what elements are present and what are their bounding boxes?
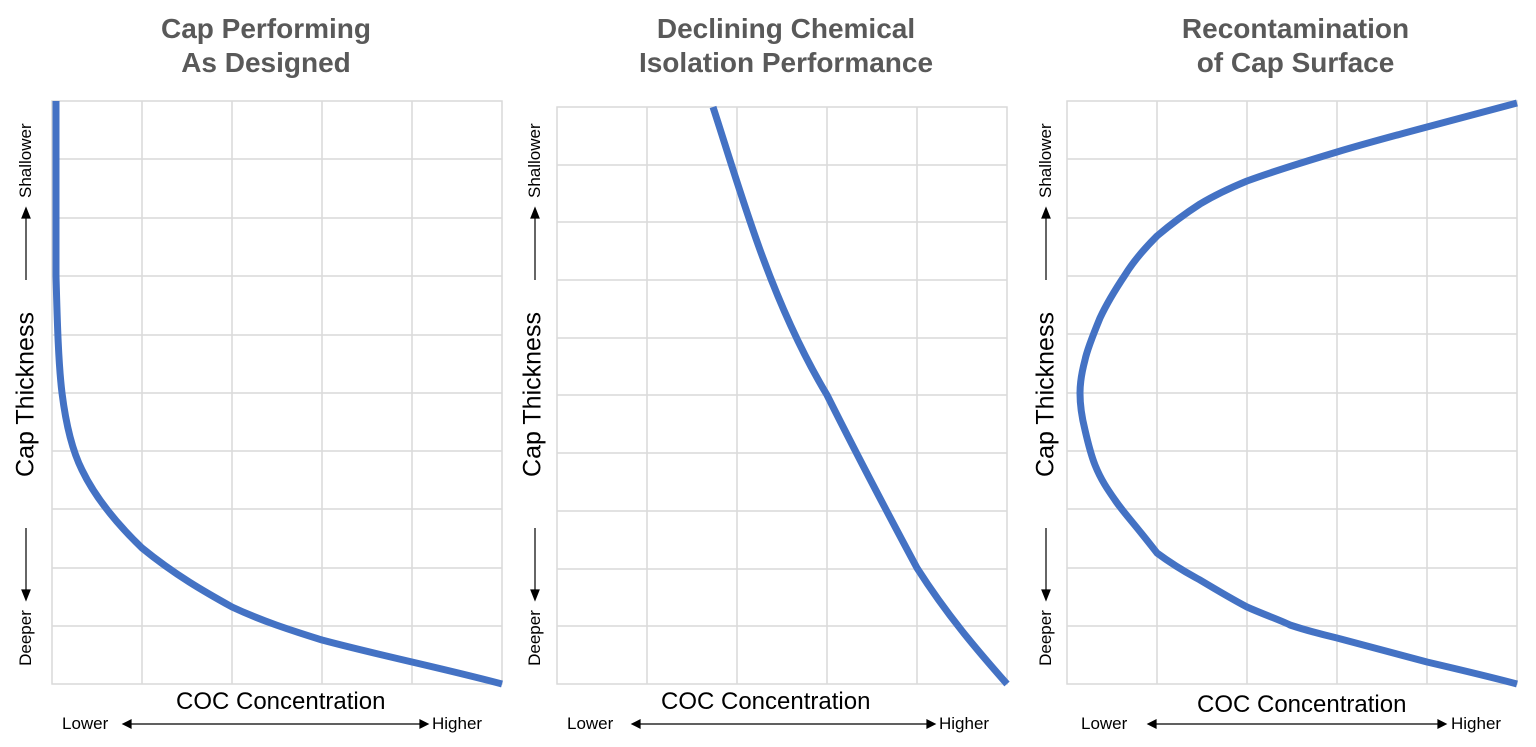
x-axis-right-label: Higher (432, 714, 483, 733)
x-axis-label: COC Concentration (661, 688, 871, 715)
plot-area (530, 105, 1010, 729)
y-axis-label: Cap Thickness (1031, 312, 1060, 477)
concentration-curve (52, 101, 503, 688)
grid (51, 100, 503, 685)
chart-title-line2: of Cap Surface (1196, 47, 1395, 78)
chart-title: Declining Chemical Isolation Performance (555, 12, 1017, 80)
chart-panel-declining-isolation: Declining Chemical Isolation Performance… (505, 0, 1017, 747)
chart-title-line2: Isolation Performance (638, 47, 934, 78)
y-axis-top-label: Shallower (1036, 123, 1055, 198)
y-axis-arrows (1041, 206, 1051, 602)
chart-panel-recontamination: Recontamination of Cap Surface Shallower… (1015, 0, 1536, 747)
x-axis-label: COC Concentration (1197, 691, 1407, 718)
x-axis-arrow (630, 719, 937, 729)
plot-area (21, 100, 503, 729)
y-axis-top-label: Shallower (16, 123, 35, 198)
concentration-curve (709, 105, 1010, 687)
x-axis-left-label: Lower (1081, 714, 1128, 733)
chart-title-line1: Declining Chemical (656, 13, 916, 44)
chart-title-line2: As Designed (181, 47, 351, 78)
y-axis-label: Cap Thickness (11, 312, 40, 477)
y-axis-bottom-label: Deeper (1036, 610, 1055, 666)
y-axis-bottom-label: Deeper (16, 610, 35, 666)
concentration-curve (1076, 99, 1518, 688)
y-axis-top-label: Shallower (525, 123, 544, 198)
x-axis-left-label: Lower (567, 714, 614, 733)
chart-title-line1: Recontamination (1181, 13, 1410, 44)
chart-title-line1: Cap Performing (160, 13, 372, 44)
x-axis-label: COC Concentration (176, 688, 386, 715)
x-axis-right-label: Higher (939, 714, 990, 733)
x-axis-arrow (1146, 719, 1448, 729)
chart-title: Recontamination of Cap Surface (1055, 12, 1536, 80)
grid (556, 106, 1008, 685)
x-axis-arrow (121, 719, 430, 729)
x-axis-right-label: Higher (1451, 714, 1502, 733)
chart-panel-cap-performing: Cap Performing As Designed Shallower Cap… (0, 0, 512, 747)
grid (1066, 100, 1518, 685)
chart-title: Cap Performing As Designed (20, 12, 512, 80)
y-axis-arrows (21, 206, 31, 602)
y-axis-bottom-label: Deeper (525, 610, 544, 666)
plot-area (1041, 99, 1518, 729)
x-axis-left-label: Lower (62, 714, 109, 733)
y-axis-arrows (530, 206, 540, 602)
y-axis-label: Cap Thickness (518, 312, 547, 477)
